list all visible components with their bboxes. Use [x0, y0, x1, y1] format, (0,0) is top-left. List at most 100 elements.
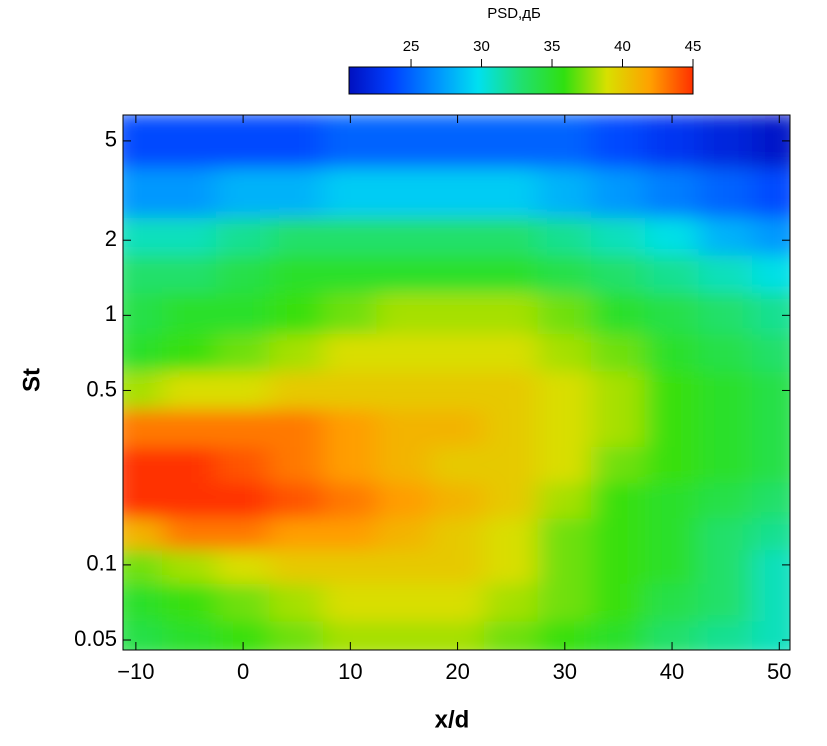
heat-cell: [591, 168, 646, 219]
heat-cell: [537, 115, 593, 170]
heat-cell: [215, 621, 271, 650]
heat-cell: [644, 115, 700, 170]
heat-cell: [376, 255, 432, 294]
heat-cell: [483, 292, 539, 336]
heat-cell: [215, 334, 271, 373]
heat-cell: [751, 583, 790, 623]
heat-cell: [269, 409, 325, 448]
x-tick-label: 10: [338, 659, 362, 684]
heat-cell: [162, 583, 217, 623]
heat-cell: [751, 292, 790, 336]
heat-cell: [269, 168, 325, 219]
heat-cell: [751, 446, 790, 484]
colorbar-title: PSD,дБ: [487, 5, 541, 22]
heat-cell: [269, 482, 325, 520]
heat-cell: [269, 583, 325, 623]
heat-cell: [376, 334, 432, 373]
x-axis-label: x/d: [435, 706, 470, 733]
heat-cell: [751, 621, 790, 650]
heat-cell: [269, 371, 325, 411]
x-tick-label: −10: [117, 659, 154, 684]
heat-cell: [537, 446, 593, 484]
heat-cell: [323, 168, 378, 219]
heat-cell: [537, 217, 593, 257]
heat-cell: [323, 255, 378, 294]
heat-cell: [644, 518, 700, 552]
heat-cell: [430, 482, 485, 520]
heat-cell: [376, 371, 432, 411]
heat-cell: [537, 168, 593, 219]
heat-cell: [123, 518, 164, 552]
heat-cell: [162, 115, 217, 170]
heat-cell: [591, 446, 646, 484]
heat-cell: [323, 583, 378, 623]
heat-cell: [751, 518, 790, 552]
heat-cell: [698, 334, 753, 373]
y-tick-label: 0.05: [74, 626, 117, 651]
heat-cell: [123, 583, 164, 623]
heat-cell: [483, 255, 539, 294]
heat-cell: [483, 550, 539, 585]
heat-cell: [162, 168, 217, 219]
heat-cell: [537, 518, 593, 552]
heat-cell: [644, 168, 700, 219]
heat-cell: [751, 217, 790, 257]
heat-cell: [751, 409, 790, 448]
x-tick-label: 20: [445, 659, 469, 684]
heat-cell: [591, 621, 646, 650]
heat-cell: [483, 115, 539, 170]
heat-cell: [162, 446, 217, 484]
heat-cell: [483, 168, 539, 219]
heat-cell: [123, 255, 164, 294]
heat-cell: [430, 217, 485, 257]
plot-frame: [122, 114, 791, 651]
colorbar-tick-label: 25: [403, 38, 420, 55]
heat-cell: [537, 371, 593, 411]
heat-cell: [430, 583, 485, 623]
heat-cell: [751, 371, 790, 411]
y-tick-label: 2: [105, 226, 117, 251]
heat-cell: [269, 621, 325, 650]
heat-cell: [162, 255, 217, 294]
heat-cell: [591, 371, 646, 411]
heat-cell: [376, 168, 432, 219]
heat-cell: [483, 518, 539, 552]
heat-cell: [323, 446, 378, 484]
y-tick-label: 5: [105, 127, 117, 152]
heat-cell: [323, 292, 378, 336]
heat-cell: [376, 115, 432, 170]
heat-cell: [323, 550, 378, 585]
heat-cell: [323, 409, 378, 448]
heat-cell: [698, 292, 753, 336]
heatmap: [123, 115, 790, 650]
heat-cell: [269, 292, 325, 336]
heat-cell: [323, 621, 378, 650]
heat-cell: [591, 217, 646, 257]
heat-cell: [123, 621, 164, 650]
heat-cell: [323, 518, 378, 552]
heat-cell: [591, 409, 646, 448]
heat-cell: [537, 621, 593, 650]
heat-cell: [751, 550, 790, 585]
heat-cell: [323, 217, 378, 257]
heat-cell: [644, 583, 700, 623]
heat-cell: [591, 334, 646, 373]
heat-cell: [430, 168, 485, 219]
heat-cell: [537, 409, 593, 448]
heat-cell: [751, 255, 790, 294]
heat-cell: [698, 409, 753, 448]
heat-cell: [698, 621, 753, 650]
heat-cell: [751, 482, 790, 520]
heat-cell: [376, 550, 432, 585]
heat-cell: [430, 371, 485, 411]
heat-cell: [323, 482, 378, 520]
heat-cell: [123, 115, 164, 170]
heat-cell: [591, 482, 646, 520]
heat-cell: [483, 482, 539, 520]
heat-cell: [215, 115, 271, 170]
heat-cell: [269, 217, 325, 257]
colorbar-tick-label: 45: [685, 38, 702, 55]
heat-cell: [430, 409, 485, 448]
heat-cell: [162, 621, 217, 650]
y-axis-label: St: [18, 368, 45, 392]
